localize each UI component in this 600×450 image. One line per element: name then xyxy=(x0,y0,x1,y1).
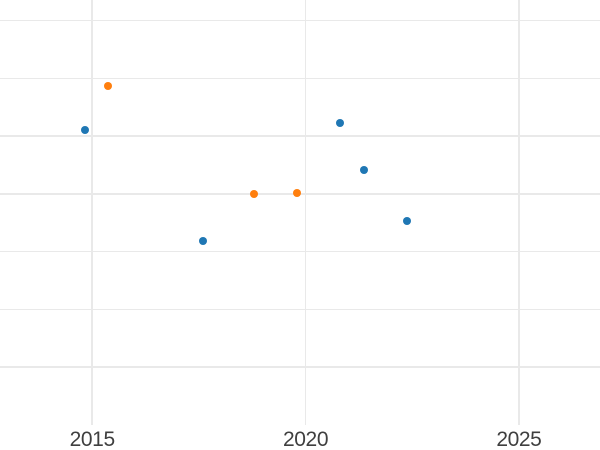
horizontal-gridline xyxy=(0,20,600,22)
data-point-blue-series xyxy=(360,165,368,174)
x-tick-label: 2025 xyxy=(496,428,542,450)
horizontal-gridline xyxy=(0,366,600,368)
vertical-gridline xyxy=(518,0,520,425)
data-point-blue-series xyxy=(80,126,89,135)
x-tick-label: 2020 xyxy=(282,428,329,450)
horizontal-gridline xyxy=(0,77,600,80)
data-point-orange-series xyxy=(293,188,302,197)
x-tick-label: 2015 xyxy=(69,428,116,450)
vertical-gridline xyxy=(304,0,307,425)
data-point-blue-series xyxy=(402,216,411,225)
horizontal-gridline xyxy=(0,250,600,253)
data-point-blue-series xyxy=(198,236,207,245)
horizontal-gridline xyxy=(0,135,600,137)
horizontal-gridline xyxy=(0,308,600,310)
vertical-gridline xyxy=(91,0,93,425)
data-point-orange-series xyxy=(104,81,113,90)
data-point-orange-series xyxy=(250,189,259,198)
data-point-blue-series xyxy=(335,119,344,128)
